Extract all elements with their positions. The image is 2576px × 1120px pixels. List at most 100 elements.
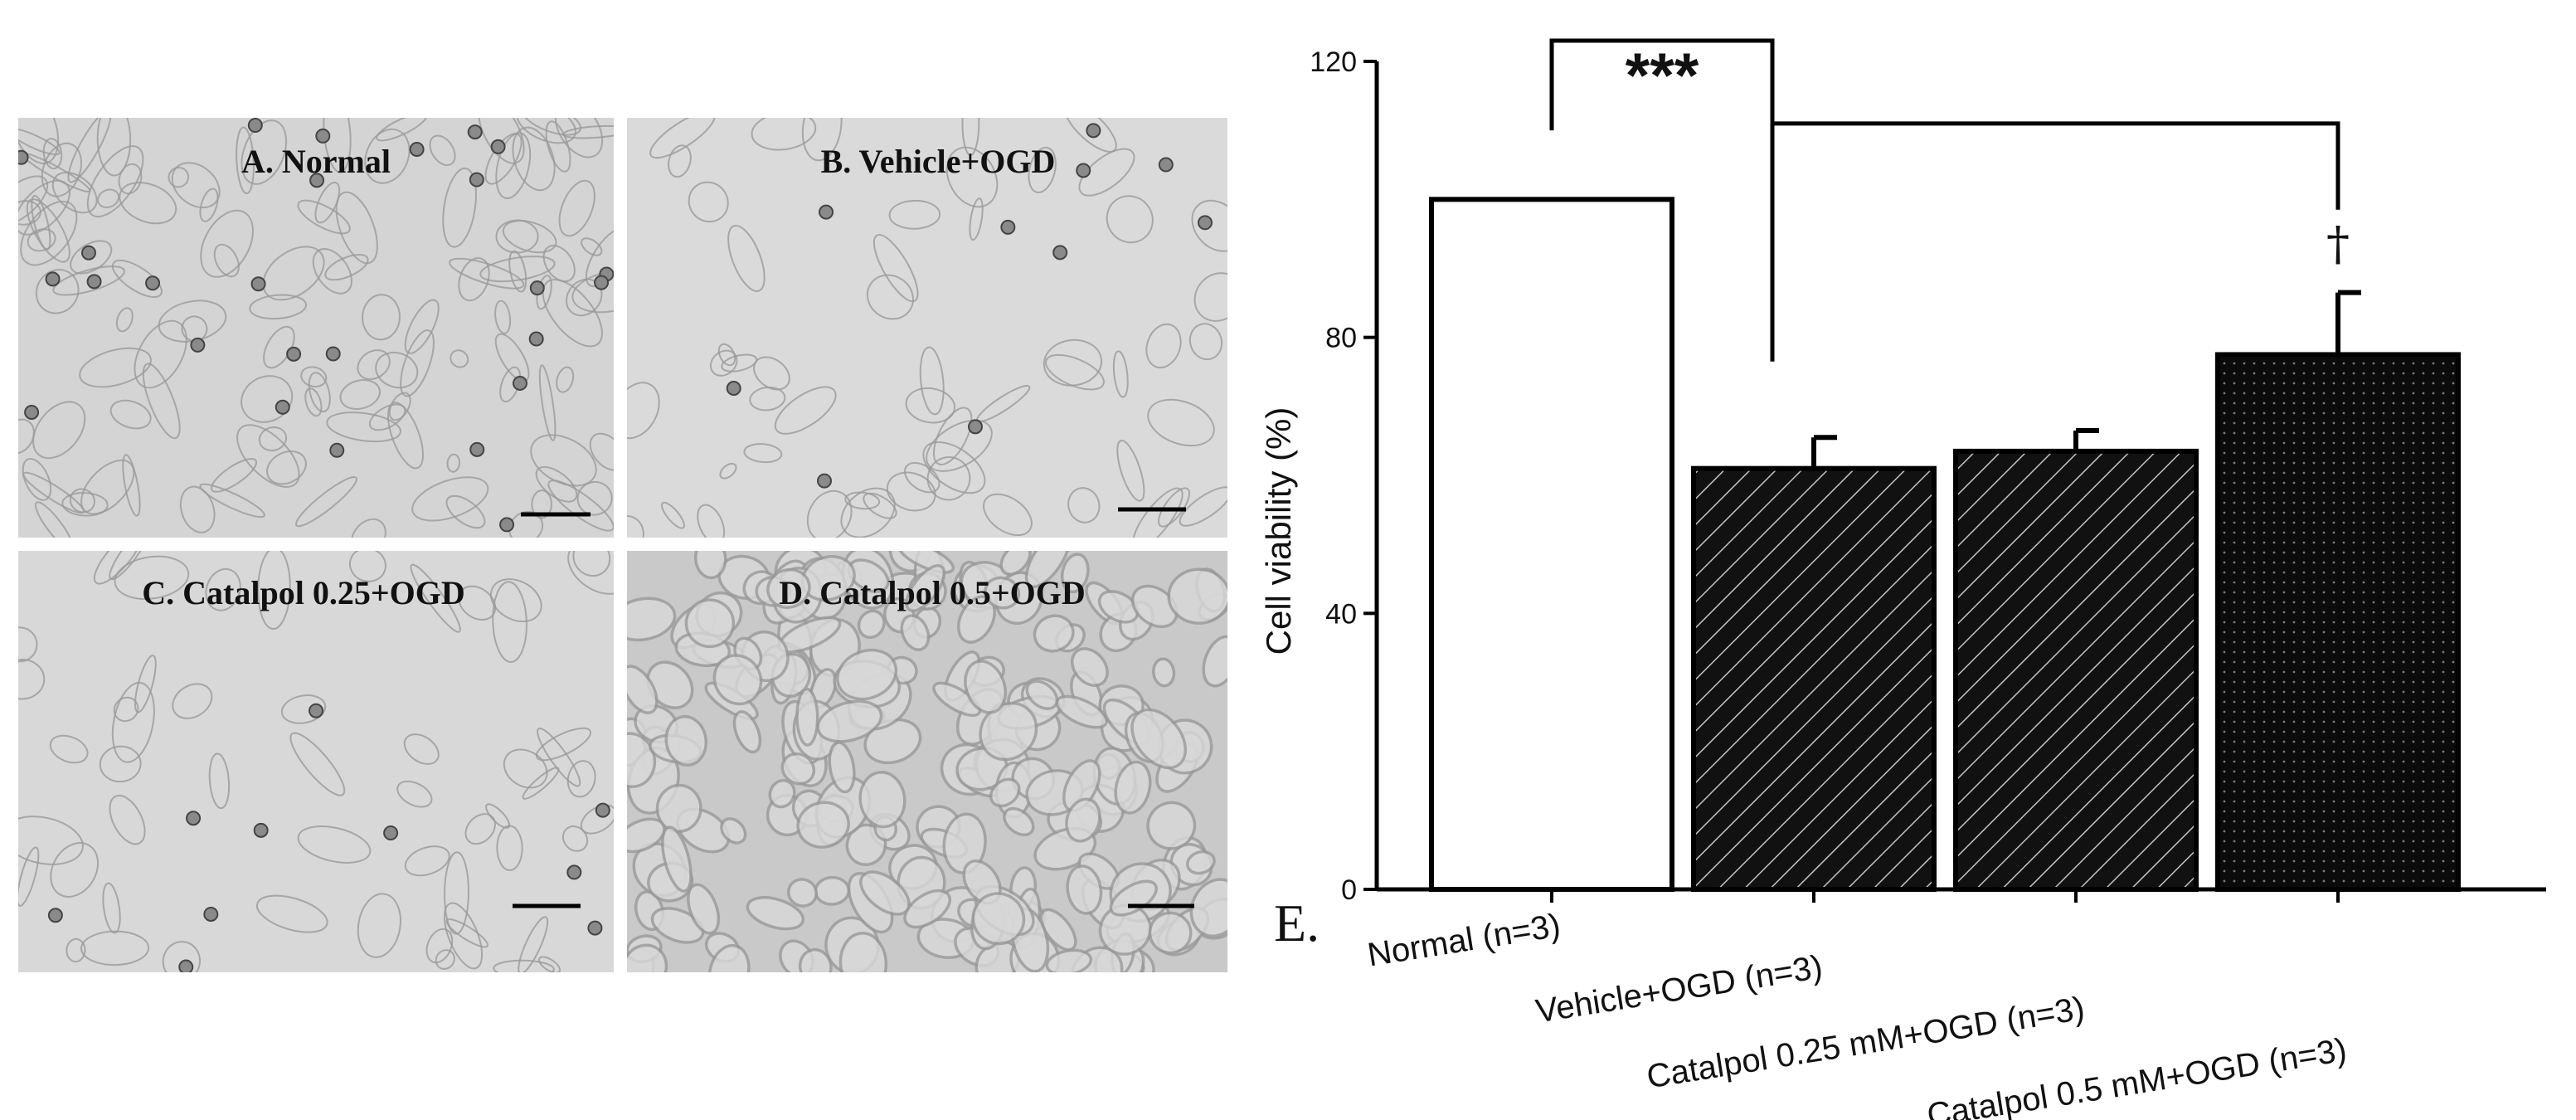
round-cell [247, 118, 263, 133]
round-cell [325, 346, 341, 362]
cell-shape [561, 825, 589, 852]
round-cell [595, 802, 610, 818]
cell-shape [844, 491, 881, 510]
cell-shape [255, 894, 328, 933]
cell-shape [348, 551, 386, 582]
round-cell [253, 822, 269, 838]
cell-shape [429, 134, 456, 167]
round-cell [816, 473, 832, 489]
cell-shape [1188, 323, 1223, 361]
cell-shape [971, 892, 1026, 946]
cell-shape [942, 812, 987, 874]
round-cell [528, 331, 544, 347]
round-cell [469, 172, 484, 187]
y-tick-label: 40 [1325, 598, 1357, 630]
cell-shape [688, 181, 729, 223]
y-axis-title: Cell viability (%) [1259, 407, 1298, 655]
micrograph-panel-c: C. Catalpol 0.25+OGD [18, 551, 614, 972]
cell-shape [786, 878, 819, 908]
round-cell [275, 399, 290, 415]
cell-shape [1189, 878, 1227, 937]
cell-shape [1112, 350, 1129, 398]
cell-shape [314, 182, 341, 224]
round-cell [490, 139, 506, 154]
cell-shape [904, 461, 940, 494]
cell-shape [205, 567, 241, 611]
round-cell [178, 959, 194, 972]
cell-shape [289, 732, 346, 796]
cell-shape [721, 353, 758, 373]
bar-chart: Cell viability (%) E. 0 40 80 120 Normal (n=… [1259, 38, 2546, 1120]
cell-shape [926, 419, 993, 472]
round-cell [512, 375, 527, 391]
cell-shape [181, 315, 208, 343]
cell-shape [22, 471, 85, 514]
cell-shape [961, 118, 980, 156]
cell-shape [445, 494, 486, 529]
round-cell [594, 275, 610, 290]
cell-shape [297, 825, 372, 864]
cell-shape [18, 659, 46, 700]
round-cell [1000, 219, 1016, 235]
cell-shape [581, 237, 603, 256]
cell-shape [542, 279, 603, 348]
cell-shape [450, 349, 469, 368]
cell-shape [99, 745, 142, 783]
cell-shape [806, 489, 853, 538]
cell-shape [556, 366, 575, 393]
cell-shape [102, 882, 121, 934]
cell-shape [18, 175, 49, 226]
cell-shape [545, 120, 571, 173]
cell-shape [1167, 567, 1227, 625]
cell-shape [494, 299, 512, 334]
panel-a-label: A. Normal [241, 143, 391, 180]
cell-shape [919, 346, 945, 416]
cell-shape [687, 883, 721, 935]
cell-shape [627, 665, 659, 714]
cell-shape [79, 347, 152, 388]
x-category-label: Vehicle+OGD (n=3) [1533, 948, 1825, 1030]
cell-shape [69, 488, 95, 514]
cell-shape [172, 683, 213, 719]
cell-shape [572, 551, 611, 577]
cell-shape [989, 777, 1021, 808]
cell-shape [403, 733, 440, 765]
cell-shape [312, 248, 352, 295]
cell-shape [1043, 338, 1103, 387]
round-cell [329, 442, 345, 458]
round-cell [47, 908, 63, 923]
cell-shape [1003, 806, 1035, 837]
cell-shape [280, 694, 327, 724]
cell-shape [1070, 647, 1109, 687]
cell-shape [627, 597, 677, 642]
round-cell [315, 128, 331, 144]
cell-shape [1097, 590, 1140, 624]
cell-shape [768, 778, 796, 809]
x-category-label: Normal (n=3) [1365, 907, 1563, 973]
cell-shape [1114, 760, 1152, 815]
cell-shape [80, 930, 150, 967]
cell-shape [796, 801, 850, 849]
cell-shape [900, 614, 931, 651]
round-cell [250, 276, 266, 292]
cell-shape [732, 710, 762, 754]
cell-shape [484, 133, 522, 185]
cell-shape [801, 118, 843, 162]
cell-shape [199, 187, 219, 222]
cell-shape [795, 687, 819, 747]
panel-b-label: B. Vehicle+OGD [821, 143, 1056, 180]
cell-shape [86, 145, 144, 218]
cell-shape [1065, 797, 1101, 843]
panel-c-label: C. Catalpol 0.25+OGD [142, 574, 464, 611]
cell-shape [984, 576, 1021, 610]
cell-shape [886, 471, 936, 512]
cell-shape [888, 199, 941, 230]
cell-shape [134, 319, 187, 389]
cell-shape [109, 794, 146, 845]
cell-shape [697, 504, 726, 538]
bar-4 [2215, 352, 2461, 893]
cell-texture-a [18, 118, 614, 538]
cell-shape [50, 842, 100, 898]
cell-shape [1045, 948, 1093, 972]
